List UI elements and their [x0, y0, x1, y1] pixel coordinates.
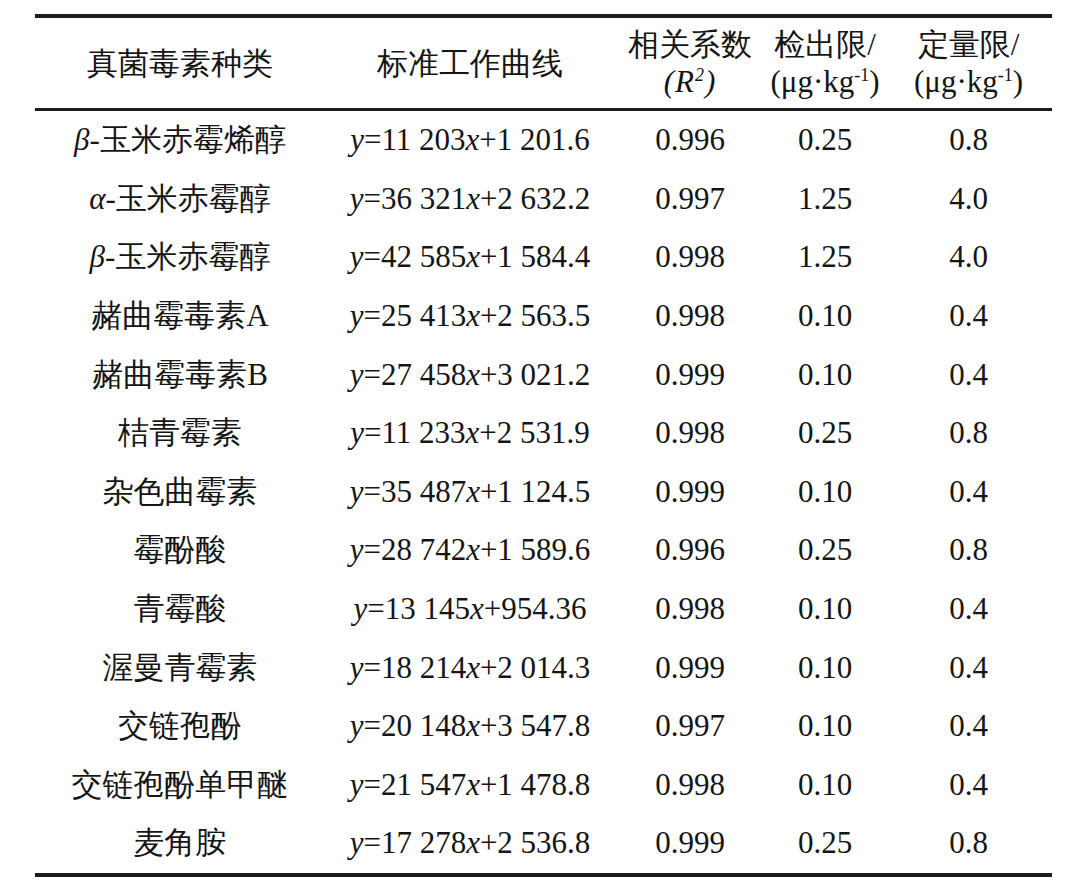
cell-toxin-name: 赭曲霉毒素B	[35, 345, 325, 404]
cell-quantification-limit: 0.4	[885, 463, 1052, 522]
cell-standard-curve: y=21 547x+1 478.8	[325, 756, 615, 815]
cell-quantification-limit: 0.8	[885, 110, 1052, 170]
cell-standard-curve: y=20 148x+3 547.8	[325, 697, 615, 756]
table-row: β-玉米赤霉醇 y=42 585x+1 584.4 0.998 1.25 4.0	[35, 228, 1052, 287]
cell-standard-curve: y=42 585x+1 584.4	[325, 228, 615, 287]
table-row: 霉酚酸 y=28 742x+1 589.6 0.996 0.25 0.8	[35, 521, 1052, 580]
cell-toxin-name: 桔青霉素	[35, 404, 325, 463]
cell-standard-curve: y=13 145x+954.36	[325, 580, 615, 639]
table-row: 赭曲霉毒素A y=25 413x+2 563.5 0.998 0.10 0.4	[35, 287, 1052, 346]
cell-r-squared: 0.996	[615, 521, 765, 580]
cell-quantification-limit: 0.8	[885, 521, 1052, 580]
cell-quantification-limit: 0.8	[885, 404, 1052, 463]
cell-quantification-limit: 0.4	[885, 638, 1052, 697]
cell-r-squared: 0.998	[615, 580, 765, 639]
table-row: 渥曼青霉素 y=18 214x+2 014.3 0.999 0.10 0.4	[35, 638, 1052, 697]
header-correlation-coefficient: 相关系数 (R2)	[615, 16, 765, 110]
cell-toxin-name: 交链孢酚	[35, 697, 325, 756]
table-row: 交链孢酚 y=20 148x+3 547.8 0.997 0.10 0.4	[35, 697, 1052, 756]
cell-toxin-name: 杂色曲霉素	[35, 463, 325, 522]
cell-r-squared: 0.997	[615, 170, 765, 229]
cell-detection-limit: 0.10	[765, 287, 885, 346]
cell-toxin-name: 青霉酸	[35, 580, 325, 639]
cell-standard-curve: y=28 742x+1 589.6	[325, 521, 615, 580]
cell-detection-limit: 0.10	[765, 345, 885, 404]
cell-standard-curve: y=18 214x+2 014.3	[325, 638, 615, 697]
cell-detection-limit: 0.10	[765, 697, 885, 756]
cell-r-squared: 0.996	[615, 110, 765, 170]
table-row: 桔青霉素 y=11 233x+2 531.9 0.998 0.25 0.8	[35, 404, 1052, 463]
cell-detection-limit: 0.25	[765, 110, 885, 170]
table-row: α-玉米赤霉醇 y=36 321x+2 632.2 0.997 1.25 4.0	[35, 170, 1052, 229]
cell-quantification-limit: 0.4	[885, 756, 1052, 815]
cell-toxin-name: 交链孢酚单甲醚	[35, 756, 325, 815]
cell-quantification-limit: 0.8	[885, 814, 1052, 875]
table-body: β-玉米赤霉烯醇 y=11 203x+1 201.6 0.996 0.25 0.…	[35, 110, 1052, 875]
cell-r-squared: 0.998	[615, 756, 765, 815]
cell-r-squared: 0.999	[615, 638, 765, 697]
cell-r-squared: 0.999	[615, 345, 765, 404]
cell-standard-curve: y=17 278x+2 536.8	[325, 814, 615, 875]
cell-standard-curve: y=35 487x+1 124.5	[325, 463, 615, 522]
header-toxin-type: 真菌毒素种类	[35, 16, 325, 110]
cell-quantification-limit: 0.4	[885, 345, 1052, 404]
cell-standard-curve: y=11 203x+1 201.6	[325, 110, 615, 170]
cell-r-squared: 0.999	[615, 814, 765, 875]
cell-quantification-limit: 0.4	[885, 287, 1052, 346]
table-row: 杂色曲霉素 y=35 487x+1 124.5 0.999 0.10 0.4	[35, 463, 1052, 522]
cell-r-squared: 0.999	[615, 463, 765, 522]
table-row: 麦角胺 y=17 278x+2 536.8 0.999 0.25 0.8	[35, 814, 1052, 875]
header-detection-limit: 检出限/ (μg·kg-1)	[765, 16, 885, 110]
cell-r-squared: 0.997	[615, 697, 765, 756]
cell-detection-limit: 0.10	[765, 580, 885, 639]
cell-r-squared: 0.998	[615, 287, 765, 346]
table-header: 真菌毒素种类 标准工作曲线 相关系数 (R2) 检出限/ (μg·kg-1) 定…	[35, 16, 1052, 110]
table-row: β-玉米赤霉烯醇 y=11 203x+1 201.6 0.996 0.25 0.…	[35, 110, 1052, 170]
cell-detection-limit: 0.25	[765, 814, 885, 875]
cell-detection-limit: 0.25	[765, 521, 885, 580]
cell-toxin-name: 赭曲霉毒素A	[35, 287, 325, 346]
cell-toxin-name: 麦角胺	[35, 814, 325, 875]
cell-standard-curve: y=27 458x+3 021.2	[325, 345, 615, 404]
cell-r-squared: 0.998	[615, 228, 765, 287]
cell-detection-limit: 1.25	[765, 170, 885, 229]
cell-toxin-name: β-玉米赤霉醇	[35, 228, 325, 287]
cell-standard-curve: y=11 233x+2 531.9	[325, 404, 615, 463]
cell-standard-curve: y=25 413x+2 563.5	[325, 287, 615, 346]
table-row: 交链孢酚单甲醚 y=21 547x+1 478.8 0.998 0.10 0.4	[35, 756, 1052, 815]
cell-detection-limit: 0.10	[765, 756, 885, 815]
cell-toxin-name: 霉酚酸	[35, 521, 325, 580]
cell-toxin-name: α-玉米赤霉醇	[35, 170, 325, 229]
cell-detection-limit: 0.10	[765, 638, 885, 697]
table-row: 赭曲霉毒素B y=27 458x+3 021.2 0.999 0.10 0.4	[35, 345, 1052, 404]
cell-quantification-limit: 4.0	[885, 170, 1052, 229]
header-standard-curve: 标准工作曲线	[325, 16, 615, 110]
cell-detection-limit: 0.10	[765, 463, 885, 522]
cell-quantification-limit: 0.4	[885, 697, 1052, 756]
cell-toxin-name: 渥曼青霉素	[35, 638, 325, 697]
cell-detection-limit: 0.25	[765, 404, 885, 463]
calibration-table: 真菌毒素种类 标准工作曲线 相关系数 (R2) 检出限/ (μg·kg-1) 定…	[35, 14, 1052, 877]
cell-toxin-name: β-玉米赤霉烯醇	[35, 110, 325, 170]
header-quantification-limit: 定量限/ (μg·kg-1)	[885, 16, 1052, 110]
cell-detection-limit: 1.25	[765, 228, 885, 287]
cell-quantification-limit: 0.4	[885, 580, 1052, 639]
page: 真菌毒素种类 标准工作曲线 相关系数 (R2) 检出限/ (μg·kg-1) 定…	[0, 0, 1087, 895]
cell-standard-curve: y=36 321x+2 632.2	[325, 170, 615, 229]
table-row: 青霉酸 y=13 145x+954.36 0.998 0.10 0.4	[35, 580, 1052, 639]
cell-quantification-limit: 4.0	[885, 228, 1052, 287]
cell-r-squared: 0.998	[615, 404, 765, 463]
